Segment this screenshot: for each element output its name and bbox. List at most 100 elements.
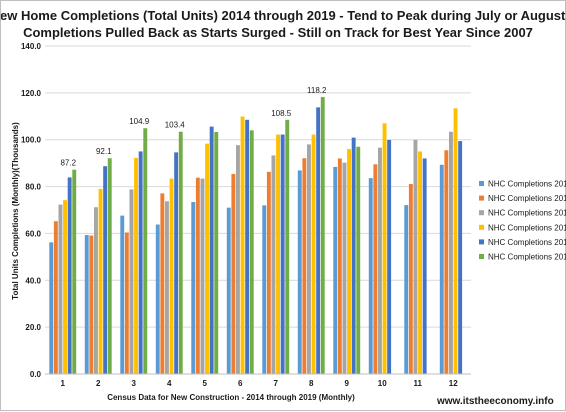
bar-nhc-completions-2014-month-4 xyxy=(155,224,160,374)
legend-label: NHC Completions 2017 xyxy=(488,223,566,232)
bar-nhc-completions-2014-month-3 xyxy=(120,215,125,374)
legend-swatch xyxy=(479,254,484,259)
bar-nhc-completions-2015-month-6 xyxy=(231,173,236,374)
bar-nhc-completions-2018-month-3 xyxy=(138,151,143,374)
legend-swatch xyxy=(479,195,484,201)
bar-nhc-completions-2018-month-2 xyxy=(103,166,108,374)
legend-label: NHC Completions 2019 xyxy=(488,253,566,262)
x-axis-label: Census Data for New Construction - 2014 … xyxy=(107,393,355,402)
x-tick-label: 3 xyxy=(132,379,137,388)
bar-nhc-completions-2015-month-11 xyxy=(408,183,413,374)
bar-nhc-completions-2017-month-9 xyxy=(347,149,351,374)
data-label: 118.2 xyxy=(307,86,327,95)
x-tick-label: 5 xyxy=(203,379,208,388)
bar-nhc-completions-2014-month-2 xyxy=(84,235,89,374)
bar-nhc-completions-2018-month-10 xyxy=(387,139,392,374)
bar-nhc-completions-2016-month-1 xyxy=(58,204,63,374)
bar-nhc-completions-2015-month-4 xyxy=(160,193,165,374)
y-axis-ticks: 0.0 20.0 40.0 60.0 80.0 100.0 120.0 140.0 xyxy=(21,42,42,379)
y-tick-label: 20.0 xyxy=(25,323,41,332)
bar-nhc-completions-2018-month-8 xyxy=(316,107,321,374)
bar-nhc-completions-2017-month-4 xyxy=(169,178,174,374)
bar-nhc-completions-2016-month-3 xyxy=(129,189,134,374)
bar-nhc-completions-2019-month-1 xyxy=(72,169,77,374)
bar-nhc-completions-2015-month-3 xyxy=(124,232,129,374)
bar-nhc-completions-2018-month-5 xyxy=(209,126,214,374)
bar-nhc-completions-2017-month-10 xyxy=(382,123,387,374)
legend-swatch xyxy=(479,210,484,216)
bar-nhc-completions-2015-month-12 xyxy=(444,150,449,374)
chart-title-line1: New Home Completions (Total Units) 2014 … xyxy=(1,8,566,23)
x-tick-label: 7 xyxy=(274,379,279,388)
bar-nhc-completions-2016-month-4 xyxy=(165,201,169,374)
legend: NHC Completions 2014 NHC Completions 2015… xyxy=(479,180,566,262)
bar-nhc-completions-2017-month-7 xyxy=(276,134,280,374)
chart-title-line2: Completions Pulled Back as Starts Surged… xyxy=(23,25,533,40)
y-tick-label: 40.0 xyxy=(25,276,41,285)
bar-nhc-completions-2016-month-11 xyxy=(413,139,418,374)
x-tick-label: 6 xyxy=(238,379,243,388)
data-label: 108.5 xyxy=(271,109,292,118)
y-tick-label: 60.0 xyxy=(25,229,41,238)
bar-nhc-completions-2016-month-2 xyxy=(94,207,98,374)
bar-nhc-completions-2017-month-12 xyxy=(453,108,458,374)
data-labels: 87.2 92.1 104.9 103.4 108.5 118.2 xyxy=(60,86,327,168)
y-tick-label: 140.0 xyxy=(21,42,42,51)
y-axis-label: Total Units Completions (Monthly)(Thousa… xyxy=(11,122,20,300)
bar-nhc-completions-2015-month-5 xyxy=(195,177,200,374)
bars xyxy=(49,97,463,375)
x-tick-label: 1 xyxy=(61,379,66,388)
y-tick-label: 0.0 xyxy=(30,370,42,379)
bar-nhc-completions-2018-month-9 xyxy=(351,137,356,374)
bar-nhc-completions-2015-month-7 xyxy=(266,171,271,374)
watermark-text: www.itstheeconomy.info xyxy=(436,396,554,407)
legend-swatch xyxy=(479,181,484,186)
bar-nhc-completions-2017-month-2 xyxy=(98,188,103,374)
legend-swatch xyxy=(479,239,484,245)
y-tick-label: 80.0 xyxy=(25,183,41,192)
data-label: 103.4 xyxy=(165,121,186,130)
bar-nhc-completions-2016-month-6 xyxy=(236,145,240,374)
bar-nhc-completions-2014-month-8 xyxy=(297,170,302,374)
bar-nhc-completions-2019-month-5 xyxy=(214,131,219,374)
legend-label: NHC Completions 2014 xyxy=(488,180,566,189)
bar-nhc-completions-2014-month-9 xyxy=(333,166,338,374)
bar-nhc-completions-2016-month-5 xyxy=(200,178,205,374)
bar-nhc-completions-2019-month-9 xyxy=(356,146,361,374)
bar-nhc-completions-2015-month-9 xyxy=(337,158,342,374)
legend-swatch xyxy=(479,224,484,230)
bar-nhc-completions-2018-month-12 xyxy=(458,141,463,374)
bar-nhc-completions-2018-month-4 xyxy=(174,152,179,374)
data-label: 104.9 xyxy=(129,117,150,126)
bar-nhc-completions-2017-month-1 xyxy=(63,200,67,374)
bar-nhc-completions-2016-month-10 xyxy=(378,147,382,374)
bar-nhc-completions-2015-month-1 xyxy=(53,221,58,374)
x-axis-ticks: 1 2 3 4 5 6 7 8 9 10 11 12 xyxy=(61,379,459,388)
bar-nhc-completions-2014-month-1 xyxy=(49,242,54,374)
legend-label: NHC Completions 2016 xyxy=(488,209,566,218)
bar-nhc-completions-2017-month-8 xyxy=(311,134,316,374)
bar-nhc-completions-2015-month-10 xyxy=(373,164,378,374)
x-tick-label: 11 xyxy=(414,379,423,388)
legend-label: NHC Completions 2015 xyxy=(488,194,566,203)
bar-nhc-completions-2014-month-10 xyxy=(368,178,373,374)
bar-nhc-completions-2017-month-6 xyxy=(240,116,245,375)
x-tick-label: 4 xyxy=(167,379,172,388)
bar-nhc-completions-2019-month-6 xyxy=(249,130,254,374)
bar-nhc-completions-2018-month-7 xyxy=(280,134,285,374)
bar-nhc-completions-2015-month-8 xyxy=(302,158,307,374)
bar-nhc-completions-2014-month-7 xyxy=(262,205,267,374)
bar-nhc-completions-2018-month-6 xyxy=(245,119,250,374)
bar-nhc-completions-2017-month-11 xyxy=(418,151,422,374)
bar-nhc-completions-2017-month-3 xyxy=(134,157,138,374)
x-tick-label: 10 xyxy=(378,379,387,388)
bar-nhc-completions-2016-month-12 xyxy=(449,131,453,374)
x-tick-label: 9 xyxy=(345,379,350,388)
bar-nhc-completions-2019-month-4 xyxy=(178,131,183,374)
bar-nhc-completions-2019-month-7 xyxy=(285,119,290,374)
bar-nhc-completions-2016-month-7 xyxy=(271,155,276,374)
bar-nhc-completions-2016-month-9 xyxy=(342,162,347,374)
bar-nhc-completions-2016-month-8 xyxy=(307,144,311,374)
bar-nhc-completions-2019-month-2 xyxy=(107,158,112,374)
